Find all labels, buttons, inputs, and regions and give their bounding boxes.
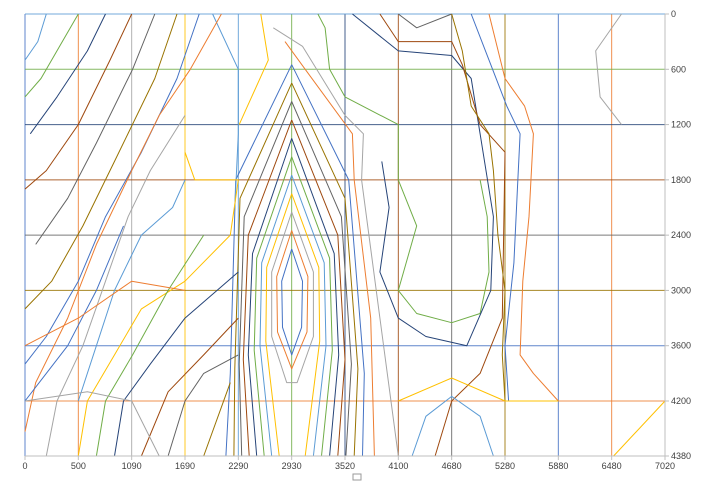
x-tick-label: 1090 — [122, 461, 142, 471]
y-tick-label: 3000 — [671, 285, 691, 295]
contour-line — [45, 115, 186, 457]
contour-line — [613, 400, 666, 457]
x-tick-label: 0 — [22, 461, 27, 471]
y-tick-label: 1800 — [671, 175, 691, 185]
x-tick-label: 1690 — [175, 461, 195, 471]
contour-line — [24, 391, 160, 457]
x-tick-label: 500 — [71, 461, 86, 471]
contour-line — [24, 13, 200, 365]
contour-line — [77, 179, 186, 402]
contour-line — [317, 13, 490, 324]
contour-line — [242, 119, 346, 457]
y-tick-label: 4380 — [671, 451, 691, 461]
contour-line — [95, 234, 205, 457]
x-tick-label: 5280 — [495, 461, 515, 471]
y-tick-label: 0 — [671, 9, 676, 19]
contour-line — [35, 13, 156, 245]
y-tick-label: 4200 — [671, 396, 691, 406]
contour-line — [24, 13, 47, 61]
contour-line — [271, 211, 314, 384]
contour-line — [24, 13, 133, 190]
contour-line — [276, 230, 309, 370]
x-tick-label: 2930 — [282, 461, 302, 471]
x-tick-label: 4100 — [388, 461, 408, 471]
contour-line — [451, 13, 506, 402]
y-tick-label: 2400 — [671, 230, 691, 240]
contour-line — [24, 225, 124, 402]
contour-line — [411, 395, 494, 457]
resize-handle[interactable] — [352, 473, 362, 481]
x-tick-label: 6480 — [602, 461, 622, 471]
contour-line — [29, 13, 106, 135]
contour-line — [398, 13, 452, 29]
contour-line — [114, 271, 239, 457]
y-tick-label: 600 — [671, 64, 686, 74]
y-tick-label: 3600 — [671, 341, 691, 351]
contour-line — [212, 13, 239, 208]
x-tick-label: 5880 — [548, 461, 568, 471]
contour-line — [77, 152, 239, 457]
contour-line — [238, 13, 269, 125]
contour-line — [398, 377, 559, 402]
contour-line — [488, 13, 559, 402]
contour-line — [203, 382, 231, 457]
x-tick-label: 7020 — [655, 461, 675, 471]
contour-line — [24, 13, 79, 98]
contour-line — [273, 27, 399, 457]
contour-line — [470, 13, 521, 402]
contour-line — [24, 13, 222, 432]
axes: 0 500 1090 1690 2290 2930 3520 4100 4680 5280 5880… — [22, 9, 691, 471]
contour-line — [379, 13, 506, 457]
x-tick-label: 4680 — [442, 461, 462, 471]
gridlines — [24, 13, 666, 457]
x-tick-label: 2290 — [228, 461, 248, 471]
x-tick-label: 3520 — [335, 461, 355, 471]
contour-line — [259, 175, 327, 457]
contour-line — [352, 13, 494, 347]
contour-line — [167, 354, 239, 457]
contour-line — [24, 280, 186, 347]
contour-line — [284, 41, 375, 457]
contour-line — [281, 248, 303, 356]
y-tick-label: 1200 — [671, 120, 691, 130]
contour-line — [24, 13, 178, 310]
contour-line — [595, 13, 622, 125]
contour-line — [140, 317, 239, 457]
